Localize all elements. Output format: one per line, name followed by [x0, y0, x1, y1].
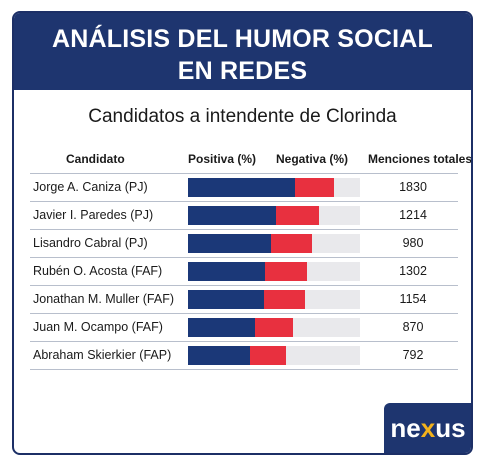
table-row: Abraham Skierkier (FAP) 792: [30, 341, 458, 370]
bar-track: [188, 262, 360, 281]
bar-track: [188, 178, 360, 197]
bar-track: [188, 290, 360, 309]
candidate-label: Jonathan M. Muller (FAF): [33, 292, 175, 306]
title-banner: ANÁLISIS DEL HUMOR SOCIAL EN REDES: [14, 13, 471, 90]
table-row: Javier I. Paredes (PJ) 1214: [30, 201, 458, 229]
mentions-value: 1302: [399, 264, 427, 278]
positive-bar: [188, 234, 271, 253]
nexus-logo-wordmark: nexus: [390, 413, 466, 443]
negative-bar: [255, 318, 293, 337]
positive-bar: [188, 206, 276, 225]
negative-bar: [294, 178, 335, 197]
bar-track: [188, 206, 360, 225]
chart-subtitle: Candidatos a intendente de Clorinda: [88, 106, 397, 127]
candidate-label: Juan M. Ocampo (FAF): [33, 320, 163, 334]
mentions-value: 980: [402, 236, 424, 250]
infographic-card: ANÁLISIS DEL HUMOR SOCIAL EN REDES Candi…: [12, 11, 473, 455]
positive-bar: [188, 262, 266, 281]
column-header-negative: Negativa (%): [276, 152, 349, 166]
mentions-value: 1154: [399, 292, 427, 306]
positive-bar: [188, 318, 256, 337]
candidate-label: Jorge A. Caniza (PJ): [33, 180, 148, 194]
column-header-candidate: Candidato: [66, 152, 125, 166]
negative-bar: [263, 290, 305, 309]
title-line-2: EN REDES: [177, 57, 308, 85]
nexus-logo: nexus: [384, 403, 471, 453]
negative-bar: [265, 262, 307, 281]
positive-bar: [188, 178, 295, 197]
negative-bar: [275, 206, 319, 225]
mentions-value: 1830: [399, 180, 427, 194]
mentions-value: 1214: [399, 208, 427, 222]
candidate-label: Abraham Skierkier (FAP): [33, 348, 172, 362]
candidate-table: Jorge A. Caniza (PJ) 1830 Javier I. Parede…: [30, 173, 458, 370]
table-row: Jorge A. Caniza (PJ) 1830: [30, 173, 458, 201]
positive-bar: [188, 290, 264, 309]
positive-bar: [188, 346, 250, 365]
table-row: Lisandro Cabral (PJ) 980: [30, 229, 458, 257]
bar-track: [188, 346, 360, 365]
column-header-positive: Positiva (%): [188, 152, 257, 166]
column-header-mentions: Menciones totales: [368, 152, 473, 166]
candidate-label: Lisandro Cabral (PJ): [33, 236, 148, 250]
table-row: Juan M. Ocampo (FAF) 870: [30, 313, 458, 341]
negative-bar: [270, 234, 312, 253]
bar-track: [188, 234, 360, 253]
negative-bar: [249, 346, 287, 365]
table-row: Rubén O. Acosta (FAF) 1302: [30, 257, 458, 285]
table-row: Jonathan M. Muller (FAF) 1154: [30, 285, 458, 313]
candidate-label: Javier I. Paredes (PJ): [33, 208, 154, 222]
title-line-1: ANÁLISIS DEL HUMOR SOCIAL: [52, 25, 433, 53]
mentions-value: 792: [402, 348, 424, 362]
candidate-label: Rubén O. Acosta (FAF): [33, 264, 163, 278]
mentions-value: 870: [402, 320, 424, 334]
bar-track: [188, 318, 360, 337]
